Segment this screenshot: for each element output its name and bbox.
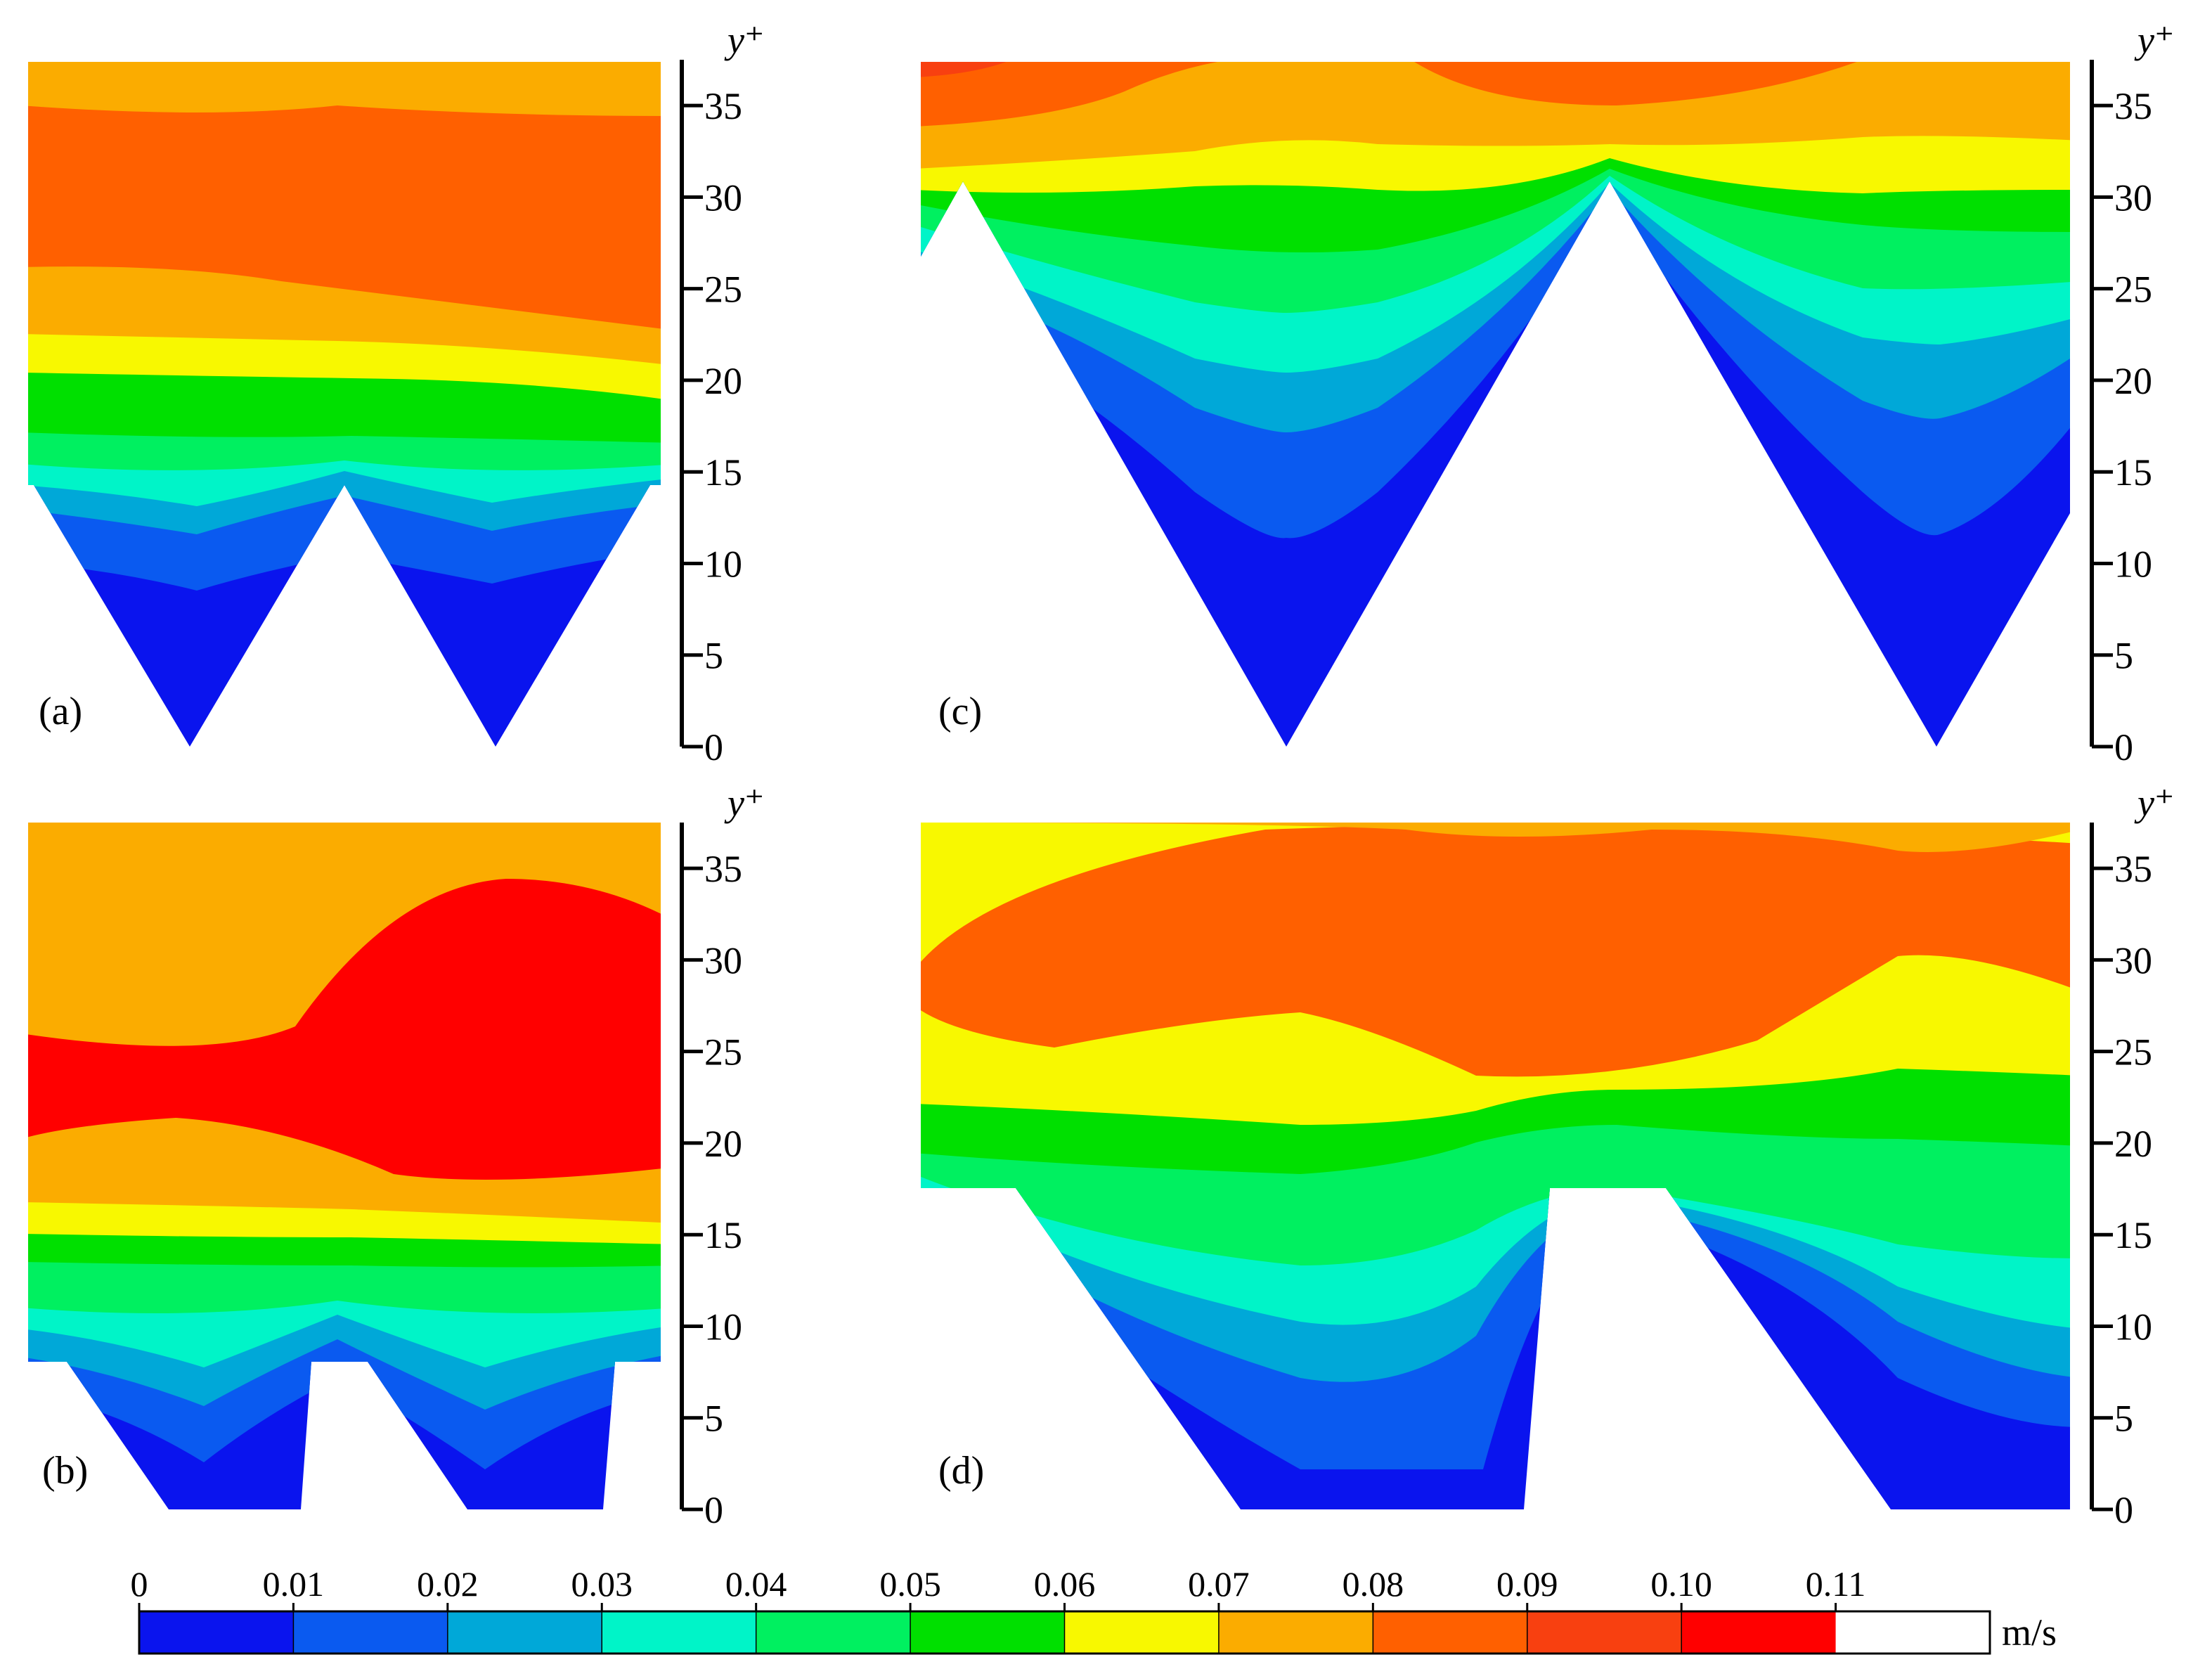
panel-c-label: (c): [938, 690, 982, 733]
colorbar-segment-8: [1373, 1611, 1527, 1654]
colorbar-segment-5: [910, 1611, 1065, 1654]
colorbar-segment-3: [602, 1611, 756, 1654]
colorbar-segment-6: [1064, 1611, 1219, 1654]
panel-d-ytick-label-1: 5: [2114, 1398, 2133, 1440]
panel-c-band-10: [921, 62, 1019, 77]
colorbar-tick-label-8: 0.08: [1343, 1564, 1404, 1604]
colorbar-segment-1: [293, 1611, 448, 1654]
panel-a-ytick-label-3: 15: [704, 451, 742, 494]
colorbar-tick-label-0: 0: [131, 1564, 148, 1604]
panel-b-ylabel: y⁺: [724, 782, 764, 824]
panel-b-band-10: [28, 879, 661, 1180]
panel-d-axis: 0 5 10 15 20 25 30 35 y⁺: [2090, 782, 2174, 1531]
colorbar-segment-4: [756, 1611, 911, 1654]
panel-c-ytick-label-6: 30: [2114, 176, 2152, 219]
panel-b-ytick-label-3: 15: [704, 1214, 742, 1256]
panel-a-label: (a): [39, 690, 82, 733]
panel-d-ytick-label-6: 30: [2114, 939, 2152, 981]
panel-a-ytick-label-1: 5: [704, 635, 723, 677]
colorbar-segment-7: [1218, 1611, 1373, 1654]
colorbar-tick-label-11: 0.11: [1806, 1564, 1866, 1604]
panel-a-band-10: [28, 62, 661, 116]
panel-d-ytick-label-7: 35: [2114, 848, 2152, 890]
panel-d-band-8: [921, 825, 2070, 1077]
panel-a-ytick-label-2: 10: [704, 543, 742, 585]
colorbar-tick-label-9: 0.09: [1496, 1564, 1558, 1604]
panel-b-ytick-label-7: 35: [704, 848, 742, 890]
panel-d-ytick-label-5: 25: [2114, 1031, 2152, 1074]
panel-c-ytick-label-0: 0: [2114, 726, 2133, 768]
panel-d-ytick-label-3: 15: [2114, 1214, 2152, 1256]
colorbar-tick-label-6: 0.06: [1034, 1564, 1096, 1604]
panel-c-ytick-label-3: 15: [2114, 451, 2152, 494]
panel-d-band-9: [921, 823, 2070, 852]
panel-d-ytick-label-0: 0: [2114, 1489, 2133, 1531]
colorbar-tick-label-3: 0.03: [571, 1564, 633, 1604]
panel-d-label: (d): [938, 1449, 984, 1493]
panel-b-ytick-label-2: 10: [704, 1306, 742, 1348]
panel-a-ytick-label-4: 20: [704, 360, 742, 402]
panel-c-ytick-label-1: 5: [2114, 635, 2133, 677]
panel-d-ytick-label-2: 10: [2114, 1306, 2152, 1348]
colorbar-segment-0: [139, 1611, 294, 1654]
panel-c-ylabel: y⁺: [2134, 19, 2174, 61]
panel-b-ytick-label-5: 25: [704, 1031, 742, 1074]
colorbar-unit: m/s: [2002, 1611, 2057, 1654]
panel-a-axis: 0 5 10 15 20 25 30 35 y⁺: [680, 19, 764, 768]
panel-c-ytick-label-5: 25: [2114, 269, 2152, 311]
colorbar-tick-label-5: 0.05: [879, 1564, 941, 1604]
panel-b-ytick-label-0: 0: [704, 1489, 723, 1531]
panel-a-ytick-label-6: 30: [704, 176, 742, 219]
panel-b-ytick-label-4: 20: [704, 1123, 742, 1165]
panel-c-ytick-label-7: 35: [2114, 85, 2152, 127]
panel-a-ytick-label-7: 35: [704, 85, 742, 127]
panel-d-ylabel: y⁺: [2134, 782, 2174, 824]
colorbar-tick-label-1: 0.01: [263, 1564, 325, 1604]
colorbar-segment-2: [447, 1611, 602, 1654]
panel-c-ytick-label-4: 20: [2114, 360, 2152, 402]
panel-b-label: (b): [42, 1449, 88, 1493]
panel-a-band-9: [28, 62, 661, 330]
panel-b-ytick-label-6: 30: [704, 939, 742, 981]
colorbar-segment-10: [1681, 1611, 1836, 1654]
colorbar-tick-label-2: 0.02: [417, 1564, 479, 1604]
panel-a-ytick-label-0: 0: [704, 726, 723, 768]
panel-a-ytick-label-5: 25: [704, 269, 742, 311]
panel-b-band-9: [28, 823, 661, 882]
colorbar-segments: [139, 1611, 1836, 1654]
panel-c-band-8: [921, 62, 2070, 169]
panel-b-ytick-label-1: 5: [704, 1398, 723, 1440]
colorbar-tick-label-7: 0.07: [1188, 1564, 1250, 1604]
colorbar-tick-label-10: 0.10: [1650, 1564, 1712, 1604]
colorbar-tick-label-4: 0.04: [725, 1564, 787, 1604]
colorbar: 0 0.01 0.02 0.03 0.04 0.05 0.06 0.07 0.08 0.09 0.1…: [131, 1564, 2057, 1655]
panel-c-axis: 0 5 10 15 20 25 30 35 y⁺: [2090, 19, 2174, 768]
colorbar-segment-9: [1527, 1611, 1682, 1654]
colorbar-ticks: 0 0.01 0.02 0.03 0.04 0.05 0.06 0.07 0.08 0.09 0.1…: [131, 1564, 1866, 1611]
panel-c-band-9: [921, 62, 2070, 127]
panel-c-ytick-label-2: 10: [2114, 543, 2152, 585]
panel-b-axis: 0 5 10 15 20 25 30 35 y⁺: [680, 782, 764, 1531]
panel-d-ytick-label-4: 20: [2114, 1123, 2152, 1165]
panel-a-ylabel: y⁺: [724, 19, 764, 61]
